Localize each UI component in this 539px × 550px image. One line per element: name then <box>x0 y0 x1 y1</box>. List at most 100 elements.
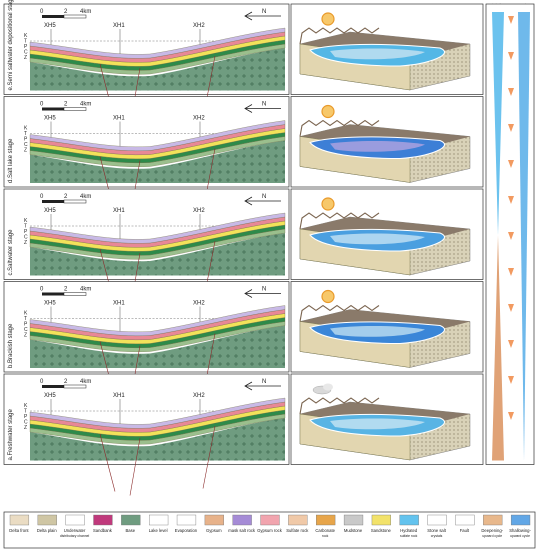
legend-sublabel: upward cycle <box>510 534 530 538</box>
base-icon <box>121 514 141 526</box>
legend-item-lake-level: Lake level <box>149 514 169 533</box>
legend-item-gypsum-rock: Gypsum rock <box>257 514 283 533</box>
stage-title: c.Saltwater stage <box>8 229 14 276</box>
scale-label: 4km <box>80 379 91 385</box>
shallowing-cycle <box>518 12 530 461</box>
legend-label: Sulfate rock <box>286 528 309 533</box>
scale-label: 0 <box>40 102 44 108</box>
strat-label: K <box>24 311 28 317</box>
block-diagram <box>299 304 471 368</box>
well-label: XH1 <box>113 23 125 29</box>
strat-label: C <box>24 327 28 333</box>
legend-label: Base <box>126 528 136 533</box>
strat-label: K <box>24 218 28 224</box>
high-frequency-cycle <box>508 52 514 60</box>
block-diagram <box>299 397 471 461</box>
legend-label: Mudstone <box>344 528 363 533</box>
scale-label: 4km <box>80 102 91 108</box>
cross-section <box>29 27 286 126</box>
scale-label: 0 <box>40 379 44 385</box>
legend-item-deepening: Deepening-upward cycle <box>481 514 504 538</box>
legend-sublabel: upward cycle <box>482 534 502 538</box>
delta-plain-icon <box>37 514 57 526</box>
strat-label: C <box>24 235 28 241</box>
north-label: N <box>262 194 266 200</box>
strat-label: Z <box>24 240 27 246</box>
legend-item-shallowing: Shallowing-upward cycle <box>509 514 532 538</box>
legend-label: Underwater <box>64 528 86 533</box>
legend-label: Deepening- <box>481 528 503 533</box>
scale-label: 4km <box>80 287 91 293</box>
north-label: N <box>262 9 266 15</box>
sun-icon <box>321 197 335 211</box>
strat-label: K <box>24 403 28 409</box>
strat-label: C <box>24 142 28 148</box>
lake-level-icon <box>149 514 169 526</box>
stage-title: b.Brackish stage <box>8 323 14 368</box>
strat-label: Z <box>24 148 27 154</box>
strat-label: Z <box>24 333 27 339</box>
strat-label: P <box>24 137 28 143</box>
legend-label: Lake level <box>149 528 168 533</box>
high-frequency-cycle <box>508 124 514 132</box>
sandbank-icon <box>93 514 113 526</box>
high-frequency-cycle <box>508 88 514 96</box>
deepening-icon <box>483 514 503 526</box>
scale-label: 4km <box>80 194 91 200</box>
north-label: N <box>262 287 266 293</box>
stage-panel-d: d.Salt lake stage024kmNXH5XH1XH2Lake lev… <box>3 96 484 219</box>
well-label: XH1 <box>113 301 125 307</box>
gypsum-rock-icon <box>260 514 280 526</box>
stage-title: e.Semi saltwater depositional stage <box>8 0 14 91</box>
strat-label: P <box>24 229 28 235</box>
well-label: XH5 <box>44 208 56 214</box>
block-diagram <box>299 119 471 183</box>
legend-label: Delta front <box>9 528 29 533</box>
north-arrow: N <box>244 102 281 113</box>
scale-label: 0 <box>40 9 44 15</box>
high-frequency-cycle <box>508 232 514 240</box>
strat-label: T <box>24 39 27 45</box>
legend-sublabel: rock <box>322 534 329 538</box>
legend-item-delta-front: Delta front <box>9 514 30 533</box>
well-label: XH5 <box>44 301 56 307</box>
channel-icon <box>65 514 85 526</box>
strat-label: T <box>24 316 27 322</box>
strat-label: K <box>24 33 28 39</box>
legend-label: Carbonate <box>315 528 335 533</box>
high-frequency-cycle <box>508 304 514 312</box>
legend-item-mudstone: Mudstone <box>343 514 364 533</box>
north-arrow: N <box>244 9 281 21</box>
high-frequency-cycle <box>508 340 514 348</box>
scale-label: 2 <box>64 194 68 200</box>
legend-sublabel: distributary channel <box>60 534 90 538</box>
legend-item-sandstone: Sandstone <box>371 514 392 533</box>
mudstone-icon <box>343 514 364 526</box>
sandstone-icon <box>371 514 391 526</box>
legend-sublabel: sulfate rock <box>400 534 418 538</box>
high-frequency-cycle <box>508 376 514 384</box>
scale-label: 2 <box>64 9 68 15</box>
scale-label: 0 <box>40 194 44 200</box>
delta-front-icon <box>9 514 30 526</box>
legend-label: Gypsum rock <box>257 528 283 533</box>
deepening-cycle <box>492 235 504 461</box>
stage-panel-e: e.Semi saltwater depositional stage 0 2 4km… <box>3 0 484 126</box>
legend-sublabel: crystals <box>431 534 443 538</box>
scale-label: 2 <box>64 379 68 385</box>
mask-salt-icon <box>232 514 252 526</box>
legend-item-sandbank: Sandbank <box>93 514 113 533</box>
legend-label: Fault <box>460 528 470 533</box>
well-label: XH1 <box>113 116 125 122</box>
scale-bar: 0 2 4km <box>40 287 91 296</box>
north-arrow: N <box>244 287 281 298</box>
scale-label: 4km <box>80 9 91 15</box>
legend-label: mask salt rock <box>228 528 256 533</box>
stone-salt-icon <box>427 514 447 526</box>
scale-label: 2 <box>64 102 68 108</box>
legend-label: Shallowing- <box>509 528 531 533</box>
well-label: XH2 <box>193 301 205 307</box>
north-arrow: N <box>244 194 281 206</box>
